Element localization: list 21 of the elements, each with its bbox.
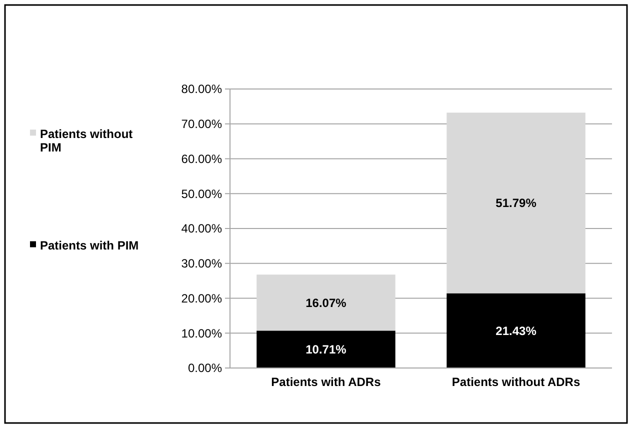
- data-label: 10.71%: [306, 342, 347, 357]
- data-label: 16.07%: [306, 296, 347, 310]
- bar: [446, 293, 586, 368]
- y-tick-label: 40.00%: [181, 222, 222, 236]
- data-label: 51.79%: [496, 196, 537, 210]
- y-tick-label: 10.00%: [181, 326, 222, 340]
- bar: [446, 112, 586, 294]
- y-tick-label: 50.00%: [181, 186, 222, 201]
- bar: [256, 330, 396, 368]
- y-tick-label: 20.00%: [181, 291, 222, 306]
- legend-label: Patients with PIM: [40, 238, 139, 252]
- y-tick-label: 80.00%: [181, 82, 222, 96]
- y-tick-label: 60.00%: [181, 152, 222, 166]
- bar: [256, 274, 396, 331]
- y-tick-label: 70.00%: [181, 117, 222, 132]
- y-tick-label: 30.00%: [181, 256, 222, 271]
- x-tick-label: Patients without ADRs: [452, 375, 580, 389]
- y-tick-label: 0.00%: [188, 361, 222, 376]
- legend-label: Patients without PIM: [40, 126, 133, 155]
- data-label: 21.43%: [496, 324, 537, 338]
- x-tick-label: Patients with ADRs: [271, 375, 382, 389]
